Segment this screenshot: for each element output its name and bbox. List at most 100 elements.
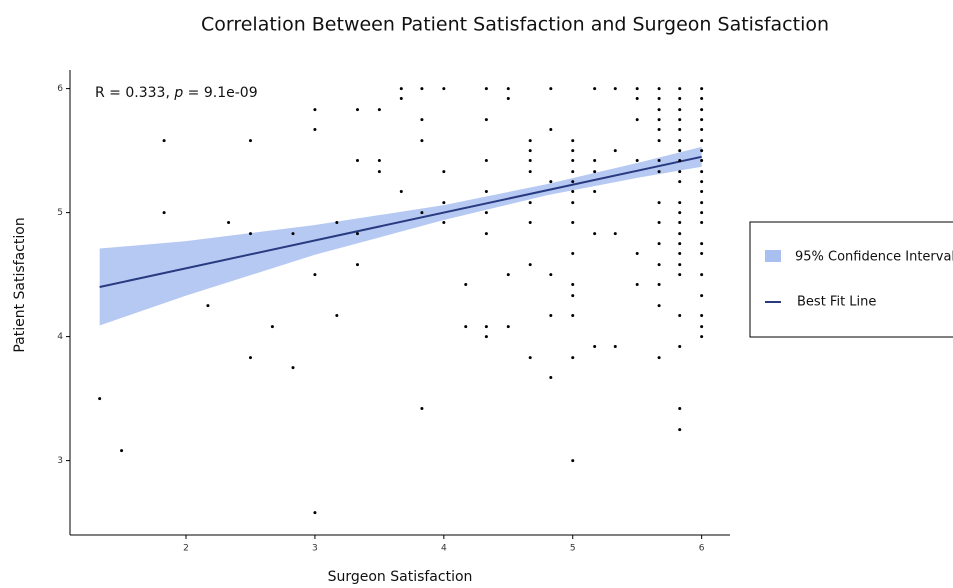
point — [528, 159, 532, 163]
y-axis-label: Patient Satisfaction — [12, 217, 28, 352]
point — [700, 108, 704, 112]
point — [657, 108, 661, 112]
point — [678, 97, 682, 101]
point — [678, 273, 682, 277]
point — [484, 325, 488, 329]
point — [571, 252, 575, 256]
point — [678, 221, 682, 225]
point — [120, 449, 124, 453]
point — [484, 232, 488, 236]
point — [355, 108, 359, 112]
point — [484, 159, 488, 163]
point — [700, 252, 704, 256]
point — [571, 149, 575, 153]
legend-swatch — [765, 250, 781, 262]
point — [506, 325, 510, 329]
point — [635, 118, 639, 122]
annotation-text: R = 0.333, — [95, 85, 174, 101]
point — [313, 511, 317, 515]
point — [678, 87, 682, 91]
point — [270, 325, 274, 329]
point — [442, 87, 446, 91]
point — [593, 87, 597, 91]
point — [571, 190, 575, 194]
point — [248, 356, 252, 360]
point — [657, 201, 661, 205]
x-tick-label: 5 — [570, 544, 576, 554]
point — [593, 159, 597, 163]
point — [700, 211, 704, 215]
point — [442, 170, 446, 174]
point — [420, 118, 424, 122]
point — [571, 139, 575, 143]
legend-label: 95% Confidence Interval — [795, 250, 953, 265]
point — [613, 345, 617, 349]
point — [291, 232, 295, 236]
point — [593, 170, 597, 174]
point — [678, 345, 682, 349]
point — [571, 459, 575, 463]
point — [678, 201, 682, 205]
point — [700, 325, 704, 329]
point — [657, 139, 661, 143]
point — [355, 159, 359, 163]
point — [506, 87, 510, 91]
point — [528, 221, 532, 225]
point — [549, 87, 553, 91]
legend-label: Best Fit Line — [797, 295, 876, 310]
legend-box — [749, 221, 953, 338]
y-tick-label: 3 — [57, 456, 63, 466]
point — [227, 221, 231, 225]
point — [528, 263, 532, 267]
point — [162, 139, 166, 143]
point — [484, 335, 488, 339]
point — [464, 325, 468, 329]
point — [484, 211, 488, 215]
point — [355, 232, 359, 236]
point — [635, 283, 639, 287]
point — [678, 211, 682, 215]
point — [420, 87, 424, 91]
point — [613, 87, 617, 91]
point — [613, 232, 617, 236]
point — [313, 128, 317, 132]
x-axis-label: Surgeon Satisfaction — [328, 569, 473, 585]
point — [700, 273, 704, 277]
point — [678, 252, 682, 256]
point — [657, 356, 661, 360]
point — [678, 314, 682, 318]
point — [593, 345, 597, 349]
point — [700, 170, 704, 174]
point — [206, 304, 210, 308]
point — [355, 263, 359, 267]
point — [571, 356, 575, 360]
point — [700, 201, 704, 205]
point — [248, 139, 252, 143]
point — [549, 180, 553, 184]
point — [678, 118, 682, 122]
point — [571, 170, 575, 174]
y-tick-label: 4 — [57, 332, 63, 342]
x-tick-label: 2 — [183, 544, 189, 554]
y-tick-label: 6 — [57, 84, 63, 94]
point — [335, 314, 339, 318]
point — [506, 97, 510, 101]
point — [484, 87, 488, 91]
point — [593, 190, 597, 194]
annotation-text: = 9.1e-09 — [183, 85, 257, 101]
confidence-band — [99, 146, 702, 326]
point — [420, 407, 424, 411]
point — [313, 273, 317, 277]
fit-line — [99, 155, 702, 288]
point — [678, 159, 682, 163]
point — [464, 283, 468, 287]
point — [700, 335, 704, 339]
point — [635, 87, 639, 91]
point — [335, 221, 339, 225]
point — [678, 108, 682, 112]
point — [657, 242, 661, 246]
point — [377, 170, 381, 174]
point — [571, 314, 575, 318]
point — [484, 118, 488, 122]
point — [678, 139, 682, 143]
